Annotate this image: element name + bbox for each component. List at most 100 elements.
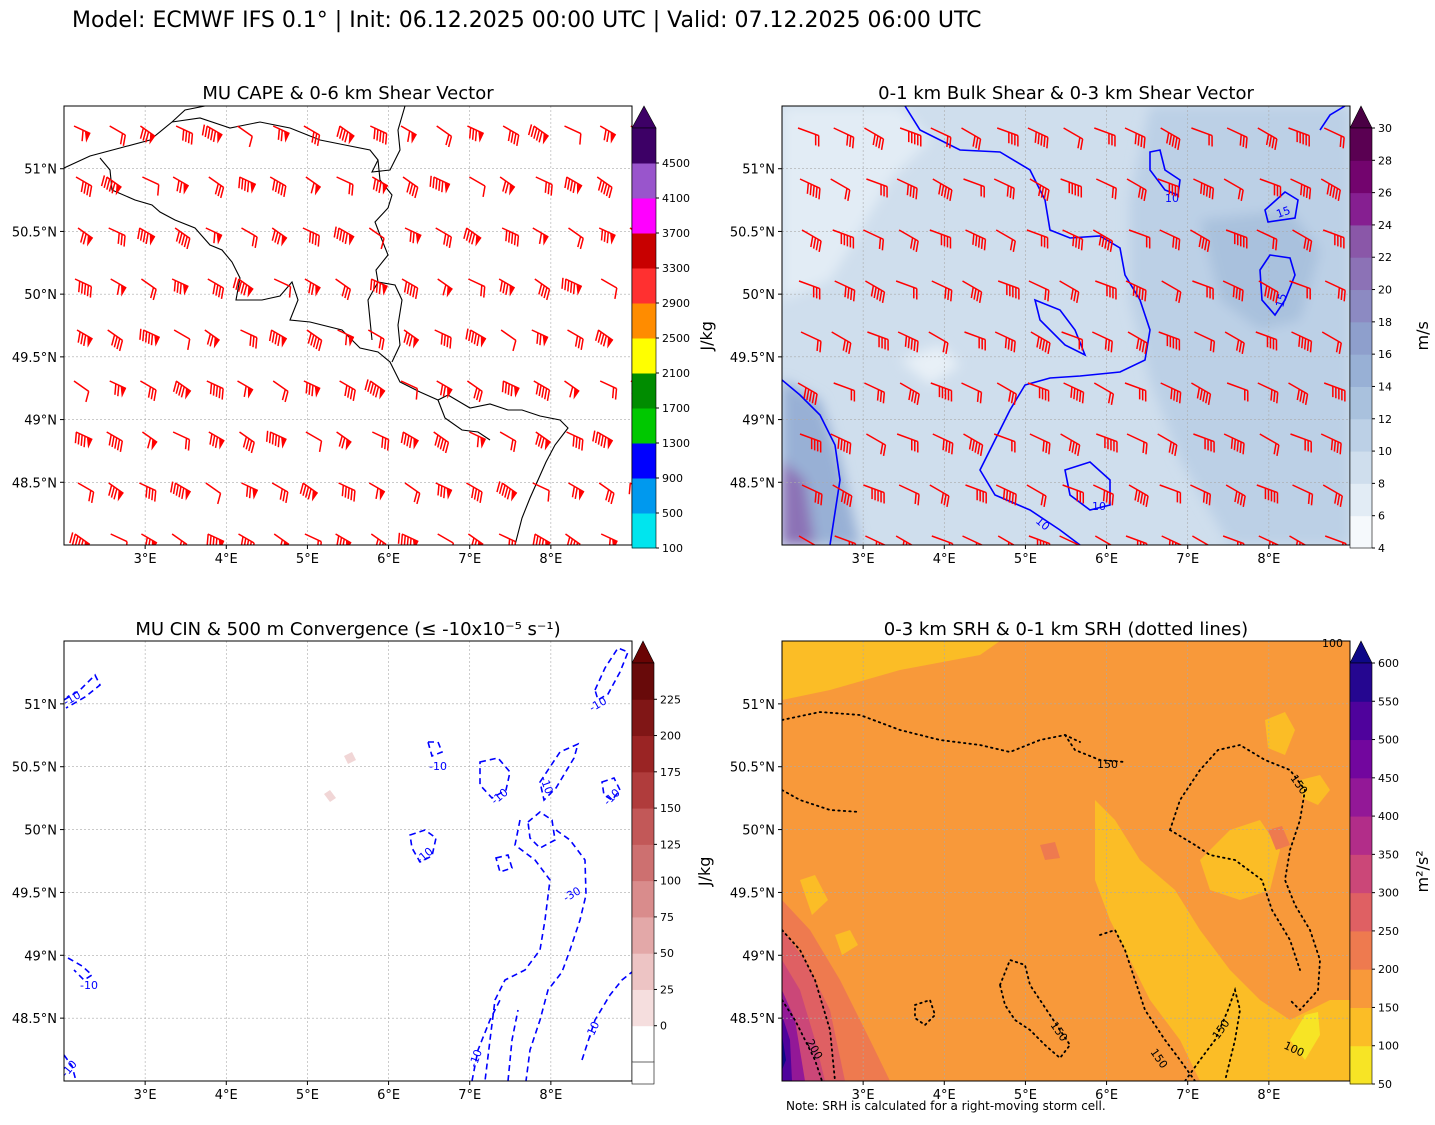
colorbar-tick-label: 100 — [660, 875, 681, 888]
colorbar-segment — [632, 408, 656, 444]
colorbar-tick-label: 125 — [660, 838, 681, 851]
colorbar-tick-label: 100 — [662, 542, 683, 555]
y-tick-label: 49°N — [24, 414, 57, 429]
x-tick-label: 8°E — [1257, 1088, 1280, 1103]
colorbar-segment — [632, 163, 656, 199]
colorbar-segment — [1350, 193, 1372, 226]
x-tick-label: 3°E — [134, 552, 157, 567]
panel-title: MU CAPE & 0-6 km Shear Vector — [202, 83, 494, 104]
y-tick-label: 49.5°N — [12, 351, 57, 366]
colorbar-tick-label: 18 — [1378, 316, 1392, 329]
colorbar-tick-label: 2100 — [662, 367, 690, 380]
colorbar-segment — [632, 513, 656, 549]
colorbar-segment — [632, 989, 654, 1026]
colorbar-segment — [1350, 225, 1372, 258]
colorbar: 1005009001300170021002500290033003700410… — [632, 106, 716, 555]
srh-field — [782, 641, 1350, 1081]
colorbar-tick-label: 900 — [662, 472, 683, 485]
colorbar-tick-label: 2900 — [662, 297, 690, 310]
contour-label: 10 — [1092, 500, 1106, 513]
x-tick-label: 4°E — [933, 552, 956, 567]
colorbar-segment — [1350, 1046, 1372, 1085]
colorbar-tick-label: 6 — [1378, 510, 1385, 523]
y-tick-label: 51°N — [24, 698, 57, 713]
contour-label: -10 — [429, 760, 447, 773]
colorbar-tick-label: 4 — [1378, 542, 1385, 555]
x-tick-label: 7°E — [1176, 552, 1199, 567]
colorbar-segment — [632, 198, 656, 234]
panel-mu-cin: MU CIN & 500 m Convergence (≤ -10x10⁻⁵ s… — [12, 619, 714, 1103]
colorbar-tick-label: 75 — [660, 911, 674, 924]
x-tick-label: 8°E — [539, 1088, 562, 1103]
y-tick-label: 50°N — [742, 288, 775, 303]
y-tick-label: 51°N — [742, 698, 775, 713]
colorbar-segment — [1350, 257, 1372, 290]
colorbar-tick-label: 26 — [1378, 187, 1392, 200]
colorbar-tick-label: 2500 — [662, 332, 690, 345]
colorbar-tick-label: 10 — [1378, 445, 1392, 458]
colorbar-extend-max — [1350, 641, 1372, 663]
x-tick-label: 6°E — [377, 552, 400, 567]
colorbar-label: m²/s² — [1413, 850, 1432, 892]
colorbar-segment — [1350, 931, 1372, 970]
colorbar-segment — [1350, 451, 1372, 484]
colorbar-segment — [632, 373, 656, 409]
x-tick-label: 6°E — [1095, 552, 1118, 567]
shear-field — [782, 106, 1350, 545]
colorbar-tick-label: 250 — [1378, 925, 1399, 938]
colorbar-segment — [632, 303, 656, 339]
colorbar-segment — [1350, 516, 1372, 549]
contour-label: -10 — [80, 979, 98, 992]
map-background — [64, 106, 632, 545]
colorbar-tick-label: 3300 — [662, 262, 690, 275]
colorbar-tick-label: 225 — [660, 693, 681, 706]
colorbar-segment — [632, 808, 654, 845]
colorbar-segment — [1350, 386, 1372, 419]
colorbar-tick-label: 450 — [1378, 772, 1399, 785]
colorbar-segment — [1350, 354, 1372, 387]
panel-title: 0-1 km Bulk Shear & 0-3 km Shear Vector — [878, 83, 1254, 104]
footnote: Note: SRH is calculated for a right-movi… — [786, 1099, 1106, 1113]
colorbar-segment — [632, 699, 654, 736]
colorbar-segment — [632, 1026, 654, 1063]
panel-title: 0-3 km SRH & 0-1 km SRH (dotted lines) — [884, 619, 1248, 640]
colorbar-segment — [1350, 483, 1372, 516]
colorbar-tick-label: 500 — [662, 507, 683, 520]
x-tick-label: 3°E — [134, 1088, 157, 1103]
colorbar-tick-label: 150 — [660, 802, 681, 815]
colorbar-tick-label: 100 — [1378, 1040, 1399, 1053]
colorbar-tick-label: 400 — [1378, 810, 1399, 823]
colorbar-segment — [632, 881, 654, 918]
x-tick-label: 6°E — [377, 1088, 400, 1103]
colorbar-segment — [1350, 893, 1372, 932]
colorbar-tick-label: 12 — [1378, 413, 1392, 426]
colorbar-tick-label: 200 — [1378, 963, 1399, 976]
contour-label: 100 — [1322, 637, 1343, 650]
colorbar-segment — [632, 844, 654, 881]
colorbar-label: J/kg — [695, 857, 714, 888]
colorbar-tick-label: 1300 — [662, 437, 690, 450]
colorbar-segment — [632, 338, 656, 374]
x-tick-label: 8°E — [539, 552, 562, 567]
colorbar-segment — [1350, 740, 1372, 779]
colorbar-extend-min — [632, 1062, 654, 1084]
colorbar-segment — [632, 128, 656, 164]
colorbar-segment — [1350, 854, 1372, 893]
y-tick-label: 50°N — [24, 288, 57, 303]
colorbar-tick-label: 50 — [1378, 1078, 1392, 1091]
colorbar-tick-label: 20 — [1378, 284, 1392, 297]
panel-bulk-shear: 0-1 km Bulk Shear & 0-3 km Shear Vector — [730, 83, 1432, 567]
x-tick-label: 5°E — [1014, 552, 1037, 567]
x-tick-label: 4°E — [215, 552, 238, 567]
x-tick-label: 7°E — [458, 1088, 481, 1103]
y-tick-label: 50.5°N — [12, 761, 57, 776]
colorbar-extend-max — [1350, 106, 1372, 128]
colorbar-segment — [1350, 322, 1372, 355]
x-tick-label: 3°E — [852, 552, 875, 567]
y-tick-label: 51°N — [742, 163, 775, 178]
y-tick-label: 50.5°N — [12, 225, 57, 240]
x-tick-label: 4°E — [215, 1088, 238, 1103]
colorbar-tick-label: 350 — [1378, 848, 1399, 861]
